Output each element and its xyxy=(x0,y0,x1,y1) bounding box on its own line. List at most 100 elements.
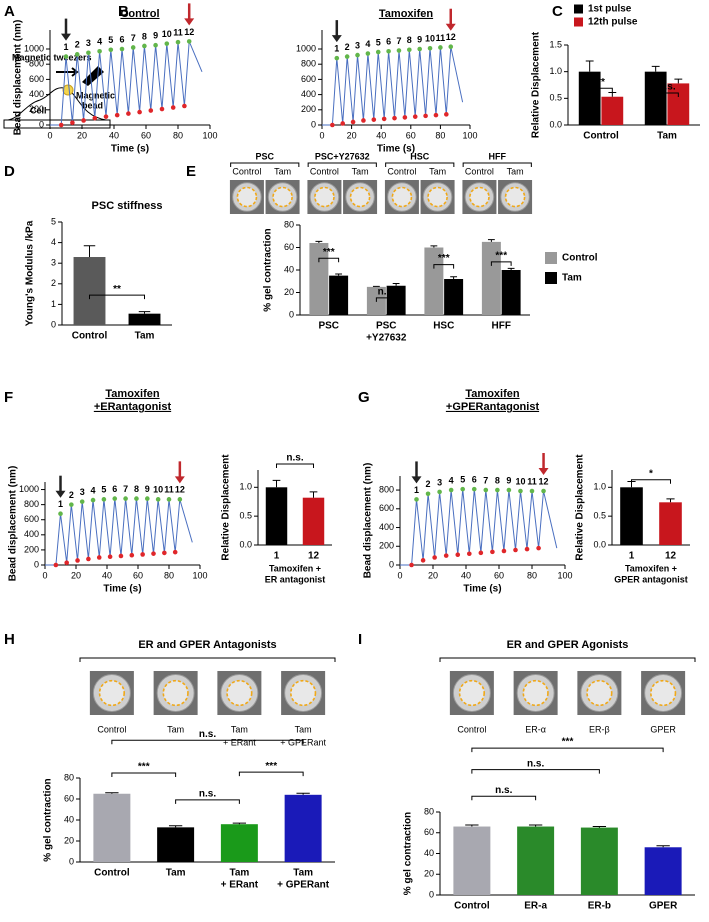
y-tick-label: 0.5 xyxy=(239,511,252,521)
data-point xyxy=(355,52,360,58)
bar xyxy=(501,270,521,315)
gel-outline xyxy=(522,679,549,707)
data-point xyxy=(96,555,102,560)
data-point xyxy=(438,45,443,50)
data-point xyxy=(164,41,170,46)
y-axis-label: Bead displacement (nm) xyxy=(363,463,374,579)
thumbnail-label: Control xyxy=(387,166,416,176)
data-point xyxy=(186,39,192,44)
y-tick-label: 400 xyxy=(24,529,39,539)
y-tick-label: 1.0 xyxy=(593,482,606,492)
data-point xyxy=(412,114,418,119)
y-tick-label: 80 xyxy=(424,806,434,816)
y-tick-label: 0.5 xyxy=(593,511,606,521)
x-tick-label: Tam xyxy=(293,868,313,879)
y-tick-label: 400 xyxy=(29,89,44,99)
bar xyxy=(644,71,667,125)
significance-bracket xyxy=(111,772,177,777)
data-point xyxy=(74,52,80,57)
thumbnail-label: + GPERant xyxy=(280,737,326,747)
y-tick-label: 60 xyxy=(424,827,434,837)
chart-title: Control xyxy=(120,8,159,20)
panel-label: I xyxy=(358,631,362,648)
data-point xyxy=(402,115,408,120)
y-tick-label: 400 xyxy=(301,89,316,99)
x-axis-label: Time (s) xyxy=(111,144,149,155)
pulse-label: 10 xyxy=(425,34,435,44)
pulse-label: 1 xyxy=(58,499,63,509)
diagram-label: bead xyxy=(82,100,103,110)
bar xyxy=(220,824,258,862)
data-point xyxy=(177,497,183,502)
data-point xyxy=(361,118,366,123)
arrow-head xyxy=(61,33,71,41)
data-point xyxy=(432,555,437,560)
x-tick-label: 40 xyxy=(461,570,471,580)
y-tick-label: 4 xyxy=(51,237,56,247)
data-point xyxy=(381,116,387,122)
panel-label: A xyxy=(4,3,15,20)
data-point xyxy=(155,497,161,502)
data-point xyxy=(64,560,69,566)
x-tick-label: 80 xyxy=(435,130,445,140)
significance-bracket xyxy=(631,479,671,484)
data-point xyxy=(460,486,466,492)
gel-outline xyxy=(290,679,317,707)
error-bar xyxy=(372,285,380,287)
significance-label: *** xyxy=(138,762,150,773)
y-tick-label: 0 xyxy=(289,309,294,319)
y-tick-label: 0.0 xyxy=(549,119,562,129)
error-bar xyxy=(528,824,543,827)
arrow-head xyxy=(55,490,66,498)
significance-label: *** xyxy=(438,253,450,264)
x-tick-label: Tam xyxy=(657,131,677,142)
pulse-label: 4 xyxy=(449,475,454,485)
pulse-label: 2 xyxy=(75,40,80,50)
bar xyxy=(128,313,161,325)
legend-swatch xyxy=(574,17,583,27)
y-tick-label: 1.5 xyxy=(549,39,562,49)
chart-title: +ERantagonist xyxy=(94,401,172,413)
pulse-label: 7 xyxy=(483,475,488,485)
error-bar xyxy=(666,498,675,503)
data-point xyxy=(107,554,113,559)
data-point xyxy=(506,487,512,493)
pulse-label: 2 xyxy=(69,490,74,500)
error-bar xyxy=(232,822,247,825)
pulse-label: 6 xyxy=(112,484,117,494)
data-point xyxy=(495,487,500,493)
bar xyxy=(73,257,106,325)
significance-bracket xyxy=(471,747,664,753)
pulse-label: 5 xyxy=(108,35,113,45)
error-bar xyxy=(608,91,617,97)
y-tick-label: 0 xyxy=(51,319,56,329)
legend-label: 12th pulse xyxy=(588,17,638,28)
legend-swatch xyxy=(545,252,557,264)
significance-bracket xyxy=(318,257,340,263)
pulse-label: 11 xyxy=(436,33,446,43)
x-tick-label: 0 xyxy=(319,130,324,140)
data-point xyxy=(58,511,63,516)
data-point xyxy=(103,114,109,119)
panel-label: G xyxy=(358,389,370,406)
data-point xyxy=(108,47,114,53)
significance-label: ** xyxy=(113,284,121,295)
bar xyxy=(517,826,555,895)
data-point xyxy=(118,553,124,559)
thumbnail-bracket xyxy=(439,657,696,662)
pulse-label: 5 xyxy=(376,37,381,47)
x-tick-label: 40 xyxy=(376,130,386,140)
thumbnail-group-label: PSC xyxy=(255,151,274,161)
significance-label: *** xyxy=(265,761,277,772)
x-axis-label: Time (s) xyxy=(103,584,141,595)
pulse-label: 12 xyxy=(539,476,549,486)
thumbnail-label: Tam xyxy=(352,166,369,176)
y-tick-label: 0 xyxy=(69,856,74,866)
data-point xyxy=(371,117,377,122)
y-tick-label: 2 xyxy=(51,278,56,288)
significance-label: *** xyxy=(562,737,574,748)
x-axis-label: ER antagonist xyxy=(265,574,326,584)
data-point xyxy=(386,48,391,54)
x-tick-label: 80 xyxy=(527,570,537,580)
